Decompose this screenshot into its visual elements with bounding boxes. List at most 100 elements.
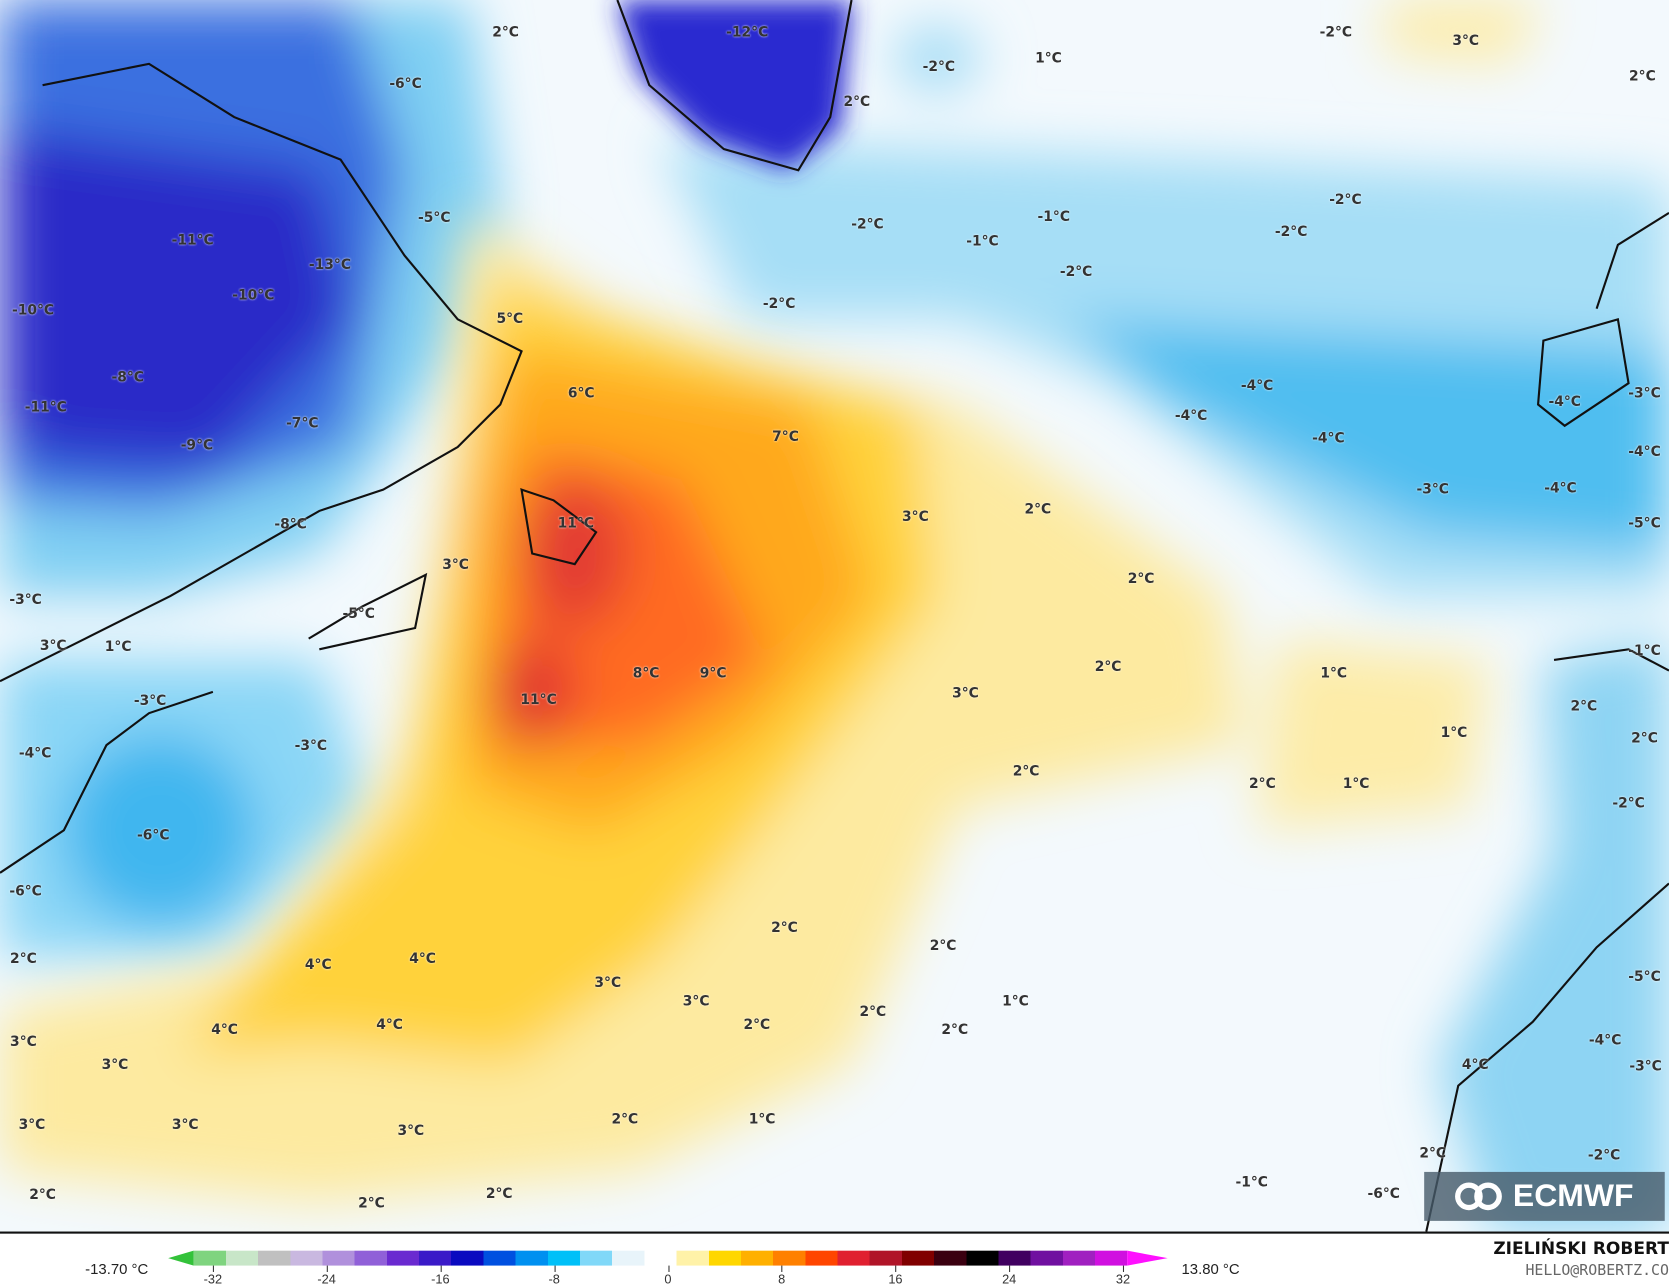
colorbar-tick-label: 32	[1115, 1271, 1131, 1287]
colorbar-tick	[1009, 1265, 1011, 1272]
colorbar-tick-label: -8	[548, 1271, 560, 1287]
field-max-value: 13.80 °C	[1181, 1260, 1240, 1278]
temperature-label: -1°C	[1037, 209, 1070, 226]
temperature-label: 2°C	[1631, 730, 1658, 747]
temperature-label: 4°C	[1461, 1057, 1489, 1074]
temperature-label: 2°C	[1249, 776, 1276, 793]
temperature-label: 3°C	[18, 1117, 46, 1134]
colorbar-min-arrow	[168, 1250, 194, 1266]
greenland	[617, 0, 852, 171]
temperature-label: -3°C	[133, 693, 167, 710]
ecmwf-logo-mark-icon	[1455, 1182, 1504, 1211]
temperature-label: -2°C	[1612, 795, 1645, 812]
temperature-label: 2°C	[29, 1187, 56, 1204]
temperature-label: 11°C	[520, 692, 557, 709]
temperature-label: -3°C	[1629, 1058, 1662, 1075]
temperature-label: 3°C	[682, 993, 710, 1010]
temperature-label: -9°C	[180, 438, 214, 454]
temperature-label: -2°C	[1329, 192, 1362, 209]
temperature-label: 1°C	[1440, 725, 1468, 742]
colorbar-tick-label: 8	[778, 1271, 786, 1287]
author-name: ZIELIŃSKI ROBERT	[1493, 1237, 1669, 1259]
temperature-label: -4°C	[1628, 444, 1661, 461]
temperature-label: -2°C	[1059, 264, 1093, 281]
warm-anomaly-areas	[0, 0, 1544, 1203]
temperature-label: 2°C	[1012, 763, 1040, 780]
temperature-label: 2°C	[843, 94, 871, 111]
temperature-label: -1°C	[966, 233, 999, 250]
temperature-label: 3°C	[952, 686, 979, 702]
temperature-label: 2°C	[485, 1186, 513, 1203]
colorbar-tick-label: -16	[431, 1271, 450, 1287]
temperature-label: -13°C	[308, 257, 352, 274]
temperature-label: -11°C	[171, 232, 214, 249]
temperature-label: -3°C	[294, 738, 328, 755]
temperature-label: -12°C	[726, 25, 769, 41]
temperature-label: -6°C	[9, 883, 42, 900]
temperature-label: 3°C	[1452, 33, 1480, 50]
temperature-label: 3°C	[10, 1034, 37, 1051]
temperature-label: -4°C	[1544, 480, 1577, 497]
temperature-label: 1°C	[1035, 50, 1062, 67]
temperature-label: 6°C	[567, 385, 595, 402]
temperature-label: 11°C	[557, 515, 595, 532]
temperature-label: -10°C	[232, 287, 275, 304]
temperature-label: -5°C	[1628, 515, 1661, 532]
author-email: HELLO@ROBERTZ.CO	[1525, 1262, 1669, 1280]
temperature-label: -2°C	[1274, 224, 1308, 241]
temperature-label: -6°C	[137, 827, 170, 844]
colorbar-tick	[554, 1265, 556, 1272]
colorbar-tick	[440, 1265, 442, 1272]
colorbar	[193, 1250, 1128, 1266]
colorbar-tick	[667, 1265, 669, 1272]
temperature-label: 1°C	[1320, 665, 1348, 682]
temperature-label: -10°C	[11, 302, 55, 319]
temperature-label: 2°C	[1094, 659, 1122, 676]
colorbar-tick	[326, 1265, 328, 1272]
temperature-label: 2°C	[1024, 501, 1052, 518]
temperature-label: 2°C	[859, 1004, 887, 1021]
map-field	[0, 0, 1669, 1232]
colorbar-tick	[781, 1265, 783, 1272]
temperature-label: 4°C	[376, 1017, 403, 1034]
coastlines	[0, 0, 1669, 1232]
temperature-label: -4°C	[1312, 430, 1345, 447]
temperature-label: 2°C	[492, 25, 519, 41]
temperature-label: 7°C	[772, 429, 799, 446]
temperature-label: 3°C	[39, 638, 67, 655]
temperature-label: 2°C	[358, 1195, 385, 1212]
temperature-label: 5°C	[496, 311, 524, 328]
colorbar-max-arrow	[1127, 1250, 1168, 1266]
temperature-label: 3°C	[171, 1117, 199, 1134]
temperature-label: -4°C	[1240, 378, 1274, 395]
temperature-label: 2°C	[1570, 698, 1598, 715]
colorbar-tick	[895, 1265, 897, 1272]
temperature-label: -3°C	[9, 592, 42, 609]
temperature-label: -8°C	[111, 369, 144, 386]
temperature-anomaly-map: 2°C -12°C -2°C 3°C 2°C -2°C 1°C 2°C -6°C -5°C -11°…	[0, 0, 1669, 1234]
temperature-label: -2°C	[851, 216, 884, 233]
temperature-label: 4°C	[304, 957, 332, 974]
temperature-label: 2°C	[10, 951, 37, 968]
temperature-label: -6°C	[389, 76, 422, 93]
temperature-label: -1°C	[1235, 1174, 1268, 1191]
temperature-label: 9°C	[699, 665, 727, 682]
temperature-label: -4°C	[1548, 394, 1581, 411]
ecmwf-logo-text: ECMWF	[1512, 1178, 1634, 1214]
temperature-label: 2°C	[1127, 571, 1155, 588]
colorbar-tick	[212, 1265, 214, 1272]
temperature-label: -6°C	[1367, 1186, 1400, 1203]
temperature-label: 3°C	[902, 509, 929, 526]
temperature-label: 4°C	[211, 1022, 238, 1039]
temperature-label: 2°C	[1419, 1145, 1447, 1162]
temperature-label: 2°C	[771, 920, 798, 937]
field-min-value: -13.70 °C	[85, 1260, 149, 1278]
temperature-label: 8°C	[632, 665, 660, 682]
cold-anomaly-areas	[0, 0, 1669, 1232]
temperature-label: -4°C	[1588, 1033, 1622, 1049]
temperature-label: -2°C	[1319, 25, 1353, 41]
temperature-label: -5°C	[342, 606, 375, 623]
temperature-label: 2°C	[929, 938, 957, 955]
colorbar-tick-label: -24	[317, 1271, 336, 1287]
